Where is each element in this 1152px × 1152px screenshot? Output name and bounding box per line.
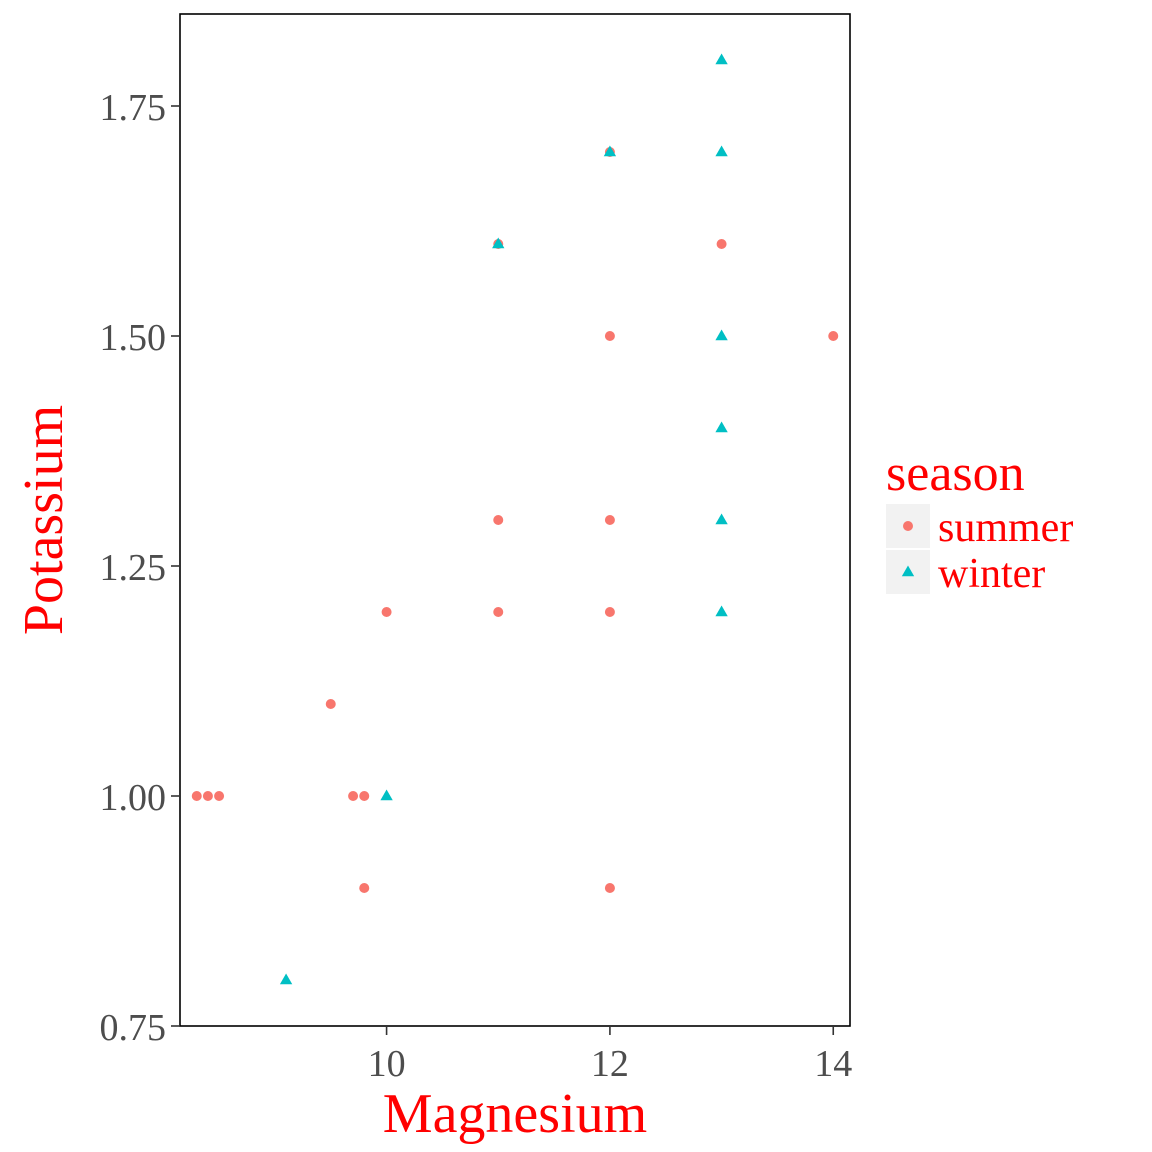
- y-axis-title: Potassium: [13, 405, 75, 635]
- legend-label-winter: winter: [938, 551, 1045, 597]
- data-point-winter: [603, 145, 617, 157]
- y-tick-label: 1.75: [100, 87, 167, 129]
- data-point-summer: [348, 791, 359, 801]
- data-point-summer: [604, 883, 615, 893]
- data-point-summer: [604, 515, 615, 525]
- data-point-summer: [381, 607, 392, 617]
- data-point-summer: [716, 239, 727, 249]
- x-axis-title: Magnesium: [383, 1083, 647, 1145]
- x-tick-label: 12: [591, 1043, 629, 1085]
- data-point-summer: [604, 331, 615, 341]
- data-point-winter: [715, 329, 728, 341]
- data-point-summer: [493, 607, 504, 617]
- data-point-summer: [214, 791, 225, 801]
- data-point-winter: [279, 973, 293, 985]
- y-tick-label: 0.75: [100, 1007, 167, 1049]
- data-point-winter: [715, 421, 728, 433]
- data-points: [191, 53, 839, 985]
- data-point-winter: [380, 789, 393, 801]
- data-point-summer: [604, 607, 615, 617]
- data-point-summer: [202, 791, 213, 801]
- legend-title: season: [886, 445, 1025, 502]
- data-point-summer: [493, 515, 504, 525]
- data-point-winter: [715, 53, 728, 65]
- legend-marker-winter: [901, 565, 915, 577]
- y-tick-label: 1.00: [100, 777, 167, 819]
- y-axis: 0.75 1.00 1.25 1.50 1.75: [100, 87, 180, 1049]
- plot-panel-border: [179, 13, 851, 1027]
- data-point-summer: [359, 883, 370, 893]
- data-point-summer: [325, 699, 336, 709]
- data-point-summer: [828, 331, 839, 341]
- legend-label-summer: summer: [938, 505, 1073, 551]
- x-tick-label: 10: [368, 1043, 406, 1085]
- data-point-winter: [715, 145, 728, 157]
- data-point-summer: [191, 791, 202, 801]
- x-axis: 10 12 14: [368, 1026, 852, 1085]
- y-tick-label: 1.50: [100, 317, 167, 359]
- data-point-winter: [715, 513, 728, 525]
- data-point-summer: [359, 791, 370, 801]
- legend-marker-summer: [903, 521, 913, 531]
- x-tick-label: 14: [814, 1043, 852, 1085]
- y-tick-label: 1.25: [100, 547, 167, 589]
- data-point-winter: [492, 237, 505, 249]
- data-point-winter: [715, 605, 728, 617]
